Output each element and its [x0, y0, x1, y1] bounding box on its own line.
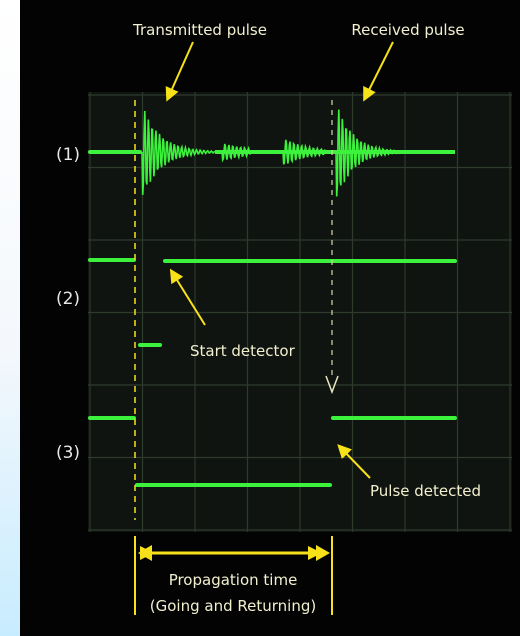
- channel-label: (2): [56, 289, 80, 309]
- label: Start detector: [190, 342, 296, 360]
- channel-label: (3): [56, 443, 80, 463]
- page: {"labels": {"transmitted": "Transmitted …: [0, 0, 520, 636]
- side-strip: [0, 0, 20, 636]
- label: Transmitted pulse: [132, 21, 267, 39]
- label: Propagation time: [169, 571, 298, 589]
- label: (Going and Returning): [150, 597, 316, 615]
- channel-label: (1): [56, 145, 80, 165]
- label: Pulse detected: [370, 482, 481, 500]
- label: Received pulse: [351, 21, 464, 39]
- oscilloscope-diagram: Transmitted pulse Received pulse Start d…: [0, 0, 520, 636]
